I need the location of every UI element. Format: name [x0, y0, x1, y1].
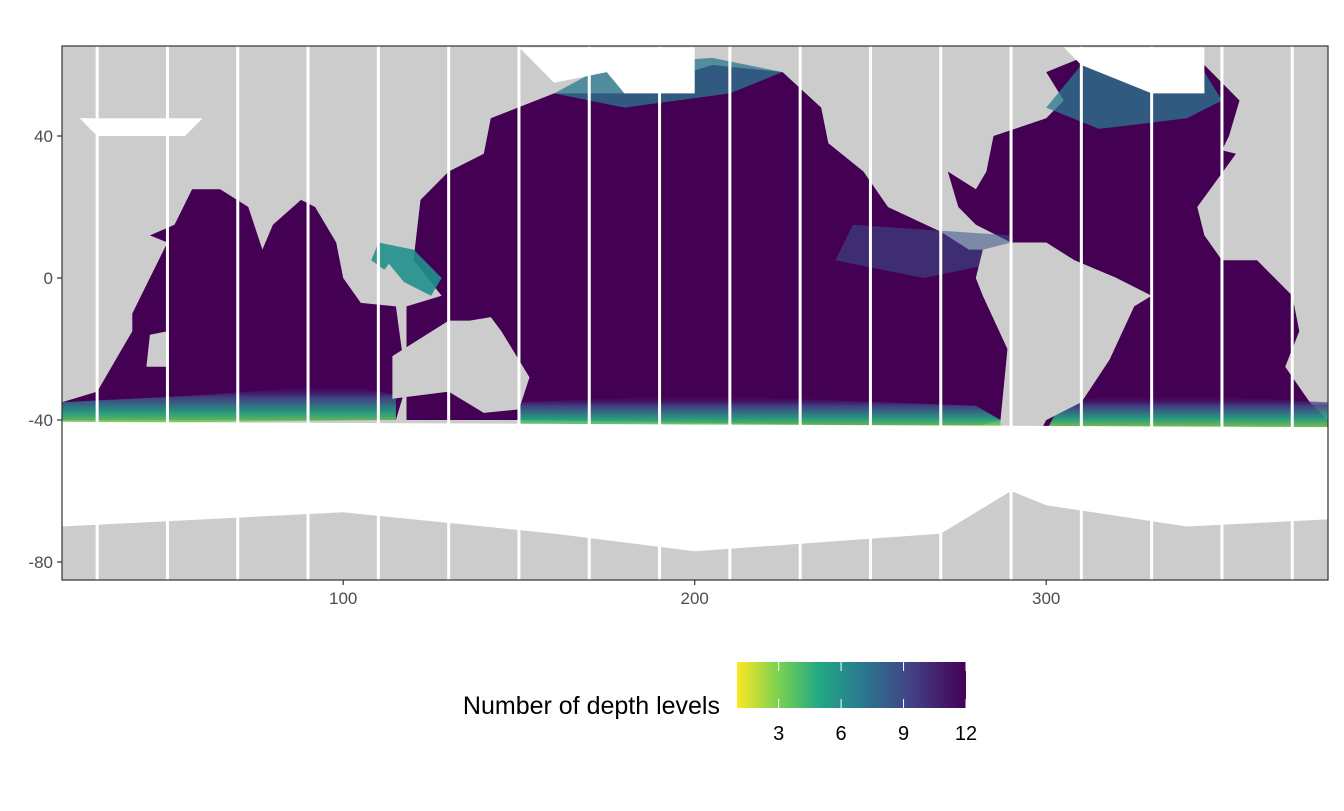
- y-tick-label: 40: [34, 127, 53, 146]
- missing-data-stripe: [1290, 46, 1294, 580]
- missing-data-stripe: [1009, 46, 1013, 580]
- y-tick-label: 0: [44, 269, 53, 288]
- missing-data-stripe: [728, 46, 732, 580]
- missing-data-stripe: [1079, 46, 1083, 580]
- y-tick-label: -80: [28, 553, 53, 572]
- missing-data-stripe: [517, 46, 521, 580]
- australia-land: [392, 317, 530, 413]
- x-tick-label: 100: [329, 589, 357, 608]
- missing-data-stripe: [1150, 46, 1154, 580]
- madagascar-land: [146, 331, 168, 367]
- pacific-ocean: [406, 65, 1008, 428]
- missing-data-stripe: [95, 46, 99, 580]
- missing-data-stripe: [587, 46, 591, 580]
- missing-data-stripe: [165, 46, 169, 580]
- arctic-atlantic-no-data: [1063, 47, 1205, 94]
- missing-data-stripe: [306, 46, 310, 580]
- borneo-land: [371, 263, 407, 307]
- missing-data-stripe: [868, 46, 872, 580]
- arctic-pacific-no-data: [519, 47, 695, 94]
- southern-atlantic-shelf-gradient: [1046, 395, 1328, 431]
- legend-tick-label: 9: [898, 723, 909, 745]
- indonesian-seas: [371, 242, 442, 296]
- missing-data-stripe: [658, 46, 662, 580]
- south-america-land: [975, 242, 1135, 474]
- southern-pacific-shelf-gradient: [519, 395, 1001, 431]
- legend-tick-label: 12: [955, 723, 977, 745]
- mediterranean-no-data: [79, 118, 203, 136]
- missing-data-stripe: [1220, 46, 1224, 580]
- missing-data-stripe: [798, 46, 802, 580]
- legend-title: Number of depth levels: [463, 692, 720, 720]
- missing-data-stripe: [939, 46, 943, 580]
- y-tick-label: -40: [28, 411, 53, 430]
- map-panel: [62, 46, 1328, 580]
- legend-colorbar: [737, 662, 966, 708]
- missing-data-stripe: [236, 46, 240, 580]
- x-tick-label: 200: [681, 589, 709, 608]
- equatorial-pacific-band: [835, 224, 1012, 278]
- legend-tick-label: 3: [773, 723, 784, 745]
- legend-tick-label: 6: [836, 723, 847, 745]
- missing-data-stripe: [447, 46, 451, 580]
- legend: Number of depth levels 3 6 9 12: [463, 662, 977, 745]
- southern-indian-shelf-gradient: [62, 384, 396, 428]
- atlantic-ocean: [947, 57, 1328, 428]
- x-tick-label: 300: [1032, 589, 1060, 608]
- missing-data-stripe: [376, 46, 380, 580]
